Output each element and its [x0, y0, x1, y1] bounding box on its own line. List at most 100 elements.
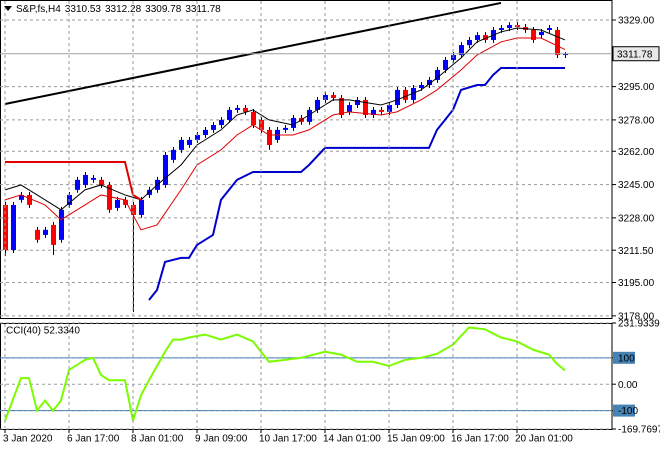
y-tick-label: 3228.00 — [618, 214, 655, 225]
candle-body — [379, 109, 384, 112]
candle-body — [499, 28, 504, 30]
candle-body — [115, 199, 120, 208]
indicator-line — [4, 27, 566, 211]
candle-body — [403, 89, 408, 100]
candle-body — [507, 25, 512, 29]
x-tick-label: 16 Jan 17:00 — [451, 434, 509, 445]
candle-body — [219, 119, 224, 126]
candle-body — [307, 109, 312, 122]
last-price-box — [612, 46, 660, 62]
x-tick-label: 6 Jan 17:00 — [67, 434, 120, 445]
candle-body — [251, 111, 256, 126]
candle-body — [163, 154, 168, 185]
panel-frame — [0, 0, 613, 319]
candle-body — [171, 149, 176, 160]
symbol: S&P,fs,H4 — [16, 4, 61, 15]
candle-body — [11, 204, 16, 251]
candle-body — [19, 194, 24, 200]
candle-body — [259, 119, 264, 130]
candle-body — [563, 53, 568, 56]
header-value: 3309.78 — [145, 4, 182, 15]
candle-body — [387, 105, 392, 112]
y-tick-label: 3329.00 — [618, 16, 655, 27]
candle-body — [35, 229, 40, 240]
candle-body — [435, 69, 440, 80]
candle-body — [419, 85, 424, 88]
header-value: 3312.28 — [105, 4, 142, 15]
cci-line — [4, 326, 566, 421]
menu-triangle — [4, 6, 12, 11]
candle-body — [331, 95, 336, 98]
y-tick-label: 3278.00 — [618, 116, 655, 127]
candle-body — [355, 99, 360, 106]
y-tick-label: 0.00 — [618, 380, 638, 391]
candle-body — [459, 45, 464, 56]
candle-body — [91, 177, 96, 180]
candle-body — [203, 129, 208, 135]
x-tick-label: 3 Jan 2020 — [3, 434, 53, 445]
candle-body — [27, 194, 32, 205]
y-tick-label: 3178.00 — [618, 311, 655, 322]
x-tick-label: 8 Jan 01:00 — [131, 434, 184, 445]
candle-body — [427, 79, 432, 86]
candle-body — [211, 125, 216, 130]
candle-body — [195, 134, 200, 140]
x-tick-label: 15 Jan 09:00 — [387, 434, 445, 445]
x-tick-label: 10 Jan 17:00 — [259, 434, 317, 445]
candle-body — [363, 99, 368, 116]
candle-body — [267, 129, 272, 145]
candle-body — [531, 29, 536, 40]
indicator-title: CCI(40) 52.3340 — [6, 326, 80, 337]
y-tick-label: 3245.00 — [618, 180, 655, 191]
x-tick-label: 20 Jan 01:00 — [515, 434, 573, 445]
indicator-line — [5, 161, 142, 201]
candle-body — [443, 59, 448, 70]
candle-body — [539, 31, 544, 36]
candle-body — [347, 105, 352, 112]
candle-body — [475, 35, 480, 40]
y-tick-label: -169.7697 — [618, 425, 660, 436]
candle-body — [227, 109, 232, 120]
candle-body — [99, 179, 104, 185]
candle-body — [179, 139, 184, 150]
y-tick-label: 100 — [618, 353, 635, 364]
candle-body — [107, 184, 112, 210]
y-tick-label: 3262.00 — [618, 147, 655, 158]
candle-body — [483, 35, 488, 40]
candle-body — [411, 87, 416, 100]
candle-body — [555, 29, 560, 56]
candle-body — [283, 127, 288, 130]
candle-body — [243, 107, 248, 112]
header-value: 3310.53 — [65, 4, 102, 15]
indicator-line — [148, 66, 565, 301]
candle-body — [467, 39, 472, 46]
candle-body — [131, 204, 136, 215]
candle-body — [139, 199, 144, 215]
candle-body — [547, 28, 552, 30]
x-tick-label: 9 Jan 09:00 — [195, 434, 248, 445]
candle-body — [187, 139, 192, 145]
candle-body — [371, 109, 376, 116]
level-box — [613, 351, 635, 364]
header-value: 3311.78 — [185, 4, 221, 15]
candle-body — [123, 199, 128, 205]
chart-header: S&P,fs,H4 3310.53 3312.28 3309.78 3311.78 — [16, 4, 221, 15]
y-tick-label: 231.9339 — [618, 319, 660, 330]
indicator-line — [4, 37, 566, 231]
y-tick-label: 3295.00 — [618, 82, 655, 93]
last-price-label: 3311.78 — [617, 49, 653, 60]
y-tick-label: 3211.50 — [618, 246, 654, 257]
candle-body — [339, 97, 344, 116]
x-tick-label: 14 Jan 01:00 — [323, 434, 381, 445]
candle-body — [291, 117, 296, 128]
candle-body — [235, 107, 240, 110]
level-box — [613, 404, 635, 417]
candle-body — [395, 89, 400, 106]
candle-body — [83, 174, 88, 185]
candle-body — [315, 99, 320, 110]
candle-body — [59, 209, 64, 240]
y-tick-label: 3195.00 — [618, 278, 655, 289]
